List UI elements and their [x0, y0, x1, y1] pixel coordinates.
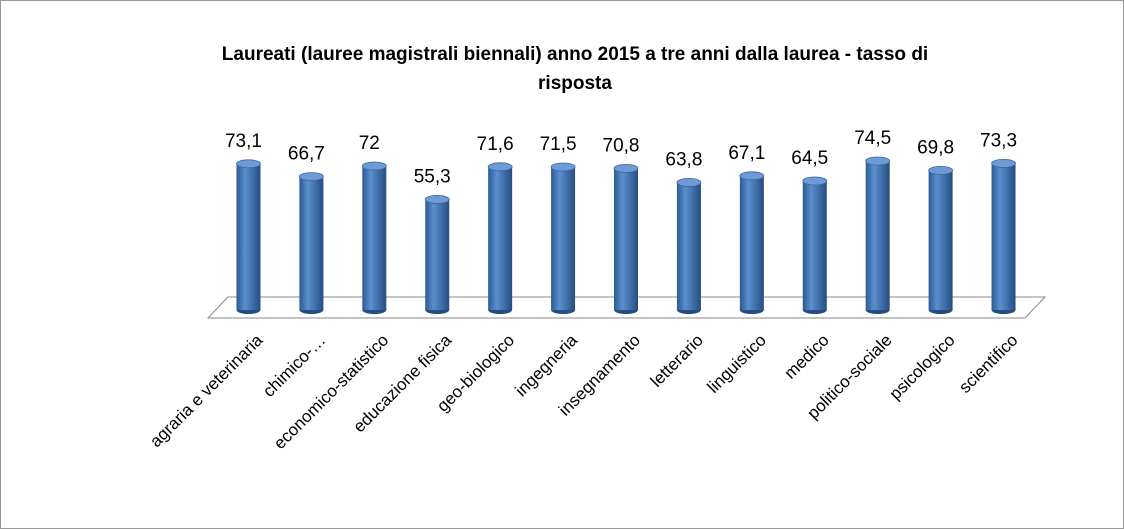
- value-label: 66,7: [288, 144, 325, 165]
- value-label: 64,5: [791, 148, 828, 169]
- bar: [676, 182, 701, 310]
- value-label: 73,1: [225, 131, 262, 152]
- bar-cap: [928, 165, 954, 175]
- value-label: 71,5: [540, 134, 577, 155]
- bar-cap: [298, 172, 324, 182]
- bar-cap: [487, 162, 513, 172]
- bar: [425, 199, 450, 310]
- bar-cap: [550, 162, 576, 172]
- bar: [362, 166, 387, 310]
- value-label: 70,8: [603, 135, 640, 156]
- bar: [739, 175, 764, 310]
- bar: [614, 168, 638, 310]
- chart-title: risposta: [538, 73, 612, 94]
- bar: [991, 163, 1016, 310]
- value-label: 71,6: [477, 134, 514, 155]
- value-label: 73,3: [980, 130, 1017, 151]
- bar: [802, 181, 827, 310]
- bar-cap: [991, 158, 1016, 168]
- bar: [488, 166, 513, 310]
- bar-cap: [236, 159, 261, 169]
- bar: [299, 176, 324, 310]
- bar-cap: [865, 156, 891, 166]
- value-label: 55,3: [414, 166, 451, 187]
- bar-cap: [676, 177, 702, 187]
- bar-cap: [613, 163, 639, 173]
- bar: [236, 163, 261, 310]
- bar-cap: [802, 176, 828, 186]
- bar: [551, 167, 576, 310]
- value-label: 69,8: [917, 137, 954, 158]
- chart-title: Laureati (lauree magistrali biennali) an…: [222, 44, 928, 65]
- value-label: 72: [359, 133, 380, 154]
- bar-cap: [424, 194, 450, 204]
- value-label: 67,1: [728, 143, 765, 164]
- value-label: 74,5: [854, 128, 891, 149]
- bar: [865, 161, 890, 310]
- bar-cap: [739, 171, 765, 181]
- bar-cap: [361, 161, 387, 171]
- bar: [928, 170, 953, 310]
- value-label: 63,8: [665, 149, 702, 170]
